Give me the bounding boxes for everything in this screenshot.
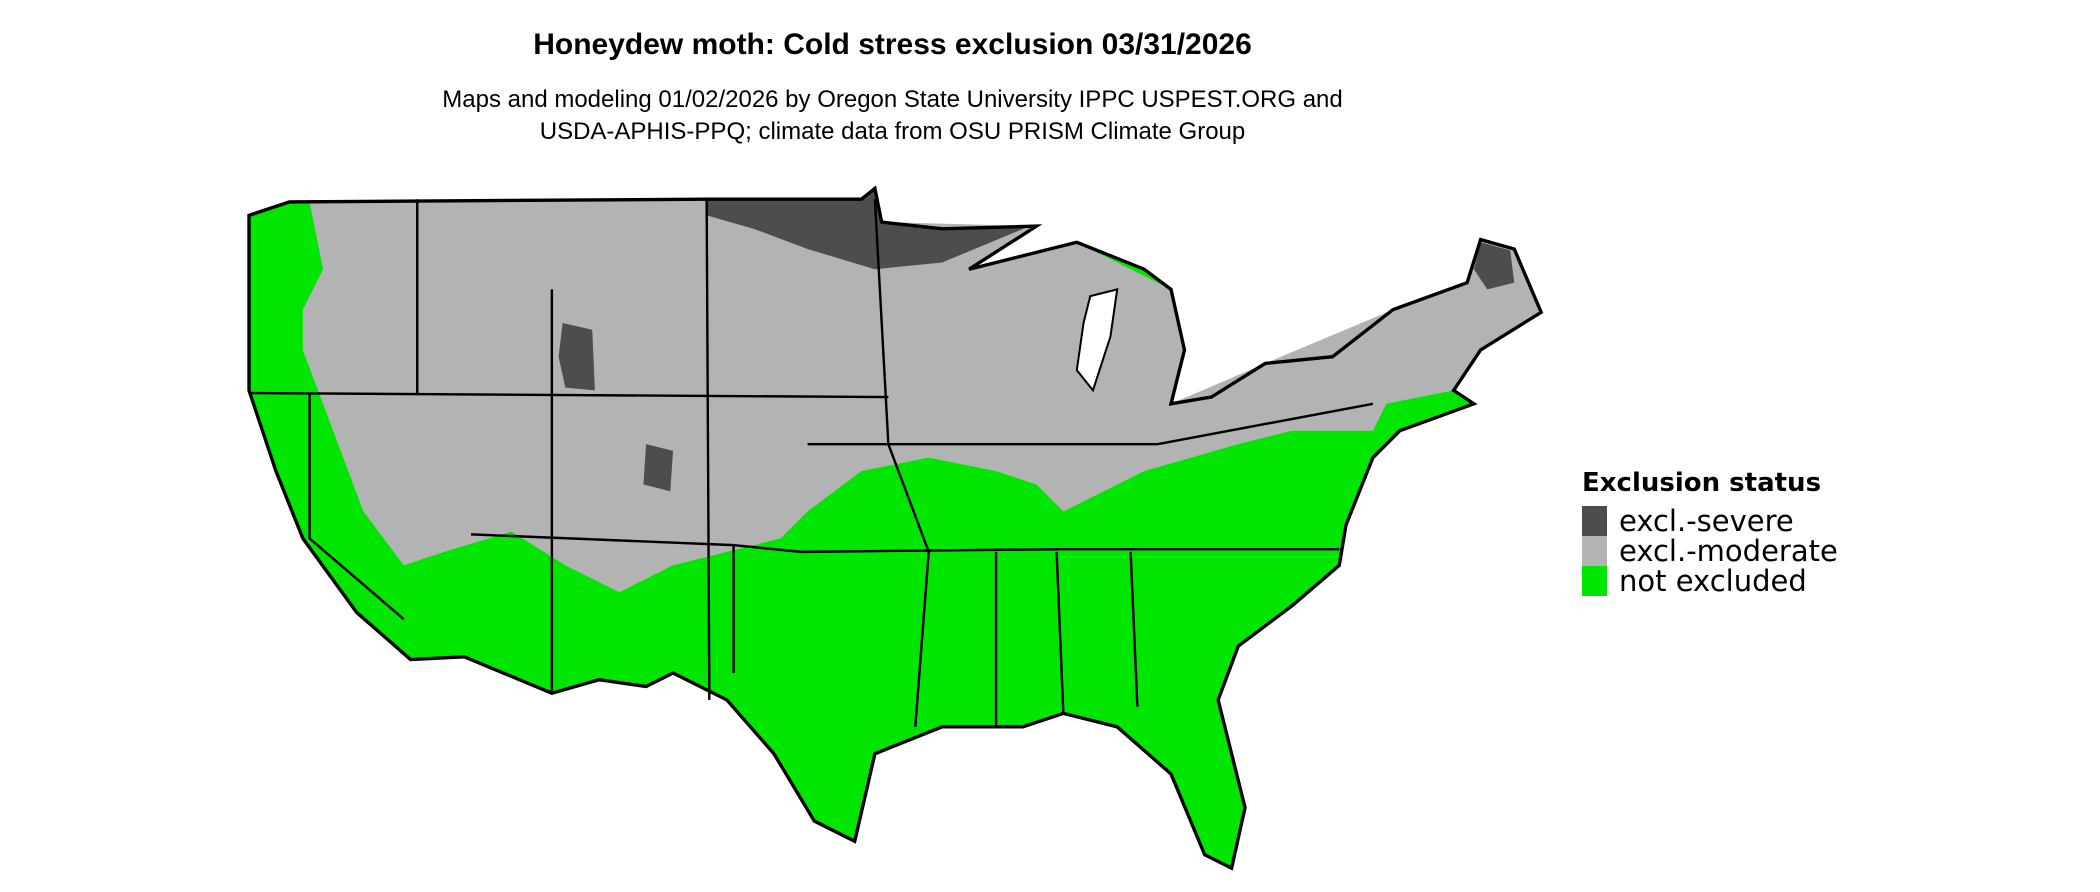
- legend-item-not-excluded: not excluded: [1582, 564, 1838, 598]
- map-subtitle: Maps and modeling 01/02/2026 by Oregon S…: [0, 84, 1785, 148]
- legend-item-severe: excl.-severe: [1582, 504, 1838, 538]
- subtitle-line-1: Maps and modeling 01/02/2026 by Oregon S…: [442, 86, 1343, 113]
- legend-swatch: [1582, 536, 1607, 566]
- region-excl-severe-colorado: [643, 444, 673, 492]
- region-excl-moderate: [302, 199, 1542, 593]
- region-excl-severe-maine: [1473, 242, 1515, 290]
- legend-item-moderate: excl.-moderate: [1582, 534, 1838, 568]
- legend-label: excl.-severe: [1619, 504, 1794, 538]
- region-excl-severe: [706, 188, 1030, 270]
- region-excl-severe-wyoming: [558, 323, 595, 391]
- subtitle-line-2: USDA-APHIS-PPQ; climate data from OSU PR…: [539, 118, 1246, 145]
- map-title: Honeydew moth: Cold stress exclusion 03/…: [533, 28, 1252, 61]
- legend-label: excl.-moderate: [1619, 534, 1838, 568]
- legend: Exclusion status excl.-severe excl.-mode…: [1582, 468, 1838, 598]
- us-outline: [247, 185, 1544, 871]
- state-borders: [249, 199, 1374, 727]
- legend-swatch: [1582, 566, 1607, 596]
- legend-title: Exclusion status: [1582, 468, 1822, 498]
- lake-michigan: [1075, 288, 1119, 393]
- legend-swatch: [1582, 506, 1607, 536]
- legend-label: not excluded: [1619, 564, 1807, 598]
